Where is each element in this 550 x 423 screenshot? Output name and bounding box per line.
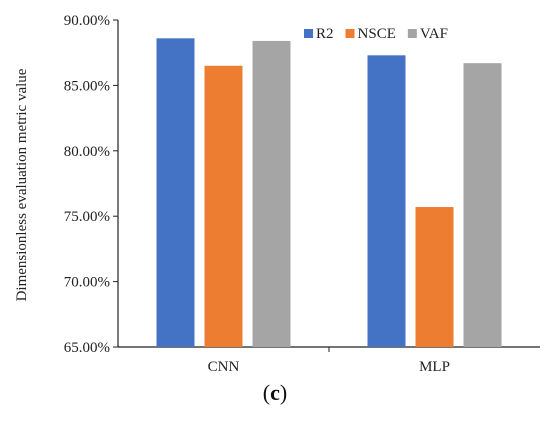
bar-vaf-mlp: [463, 63, 502, 347]
bar-nsce-mlp: [415, 207, 454, 347]
plot-area: 65.00% 70.00% 75.00% 80.00% 85.00% 90.00% CNN M…: [64, 13, 540, 375]
y-tick-label: 75.00%: [64, 209, 110, 225]
bar-nsce-cnn: [204, 65, 243, 347]
panel-label: (c): [0, 380, 550, 406]
legend-label-nsce: NSCE: [358, 26, 396, 42]
bar-r2-mlp: [367, 55, 406, 347]
x-tick-label: MLP: [419, 359, 450, 375]
y-tick-label: 90.00%: [64, 13, 110, 29]
legend-label-r2: R2: [316, 26, 334, 42]
panel-label-open: (: [262, 380, 271, 405]
legend-label-vaf: VAF: [420, 26, 448, 42]
legend: R2 NSCE VAF: [304, 26, 448, 42]
y-tick-label: 85.00%: [64, 78, 110, 94]
y-tick-label: 70.00%: [64, 275, 110, 291]
x-tick-label: CNN: [208, 359, 240, 375]
y-axis-label: Dimensionless evaluation metric value: [14, 68, 30, 301]
y-tick-label: 80.00%: [64, 144, 110, 160]
panel-label-close: ): [279, 380, 288, 405]
y-tick-label: 65.00%: [64, 340, 110, 356]
panel-label-letter: c: [270, 380, 280, 405]
legend-swatch-r2: [304, 29, 313, 38]
legend-swatch-nsce: [345, 29, 355, 38]
bar-r2-cnn: [156, 38, 195, 347]
legend-swatch-vaf: [407, 29, 417, 38]
bar-vaf-cnn: [252, 40, 291, 347]
